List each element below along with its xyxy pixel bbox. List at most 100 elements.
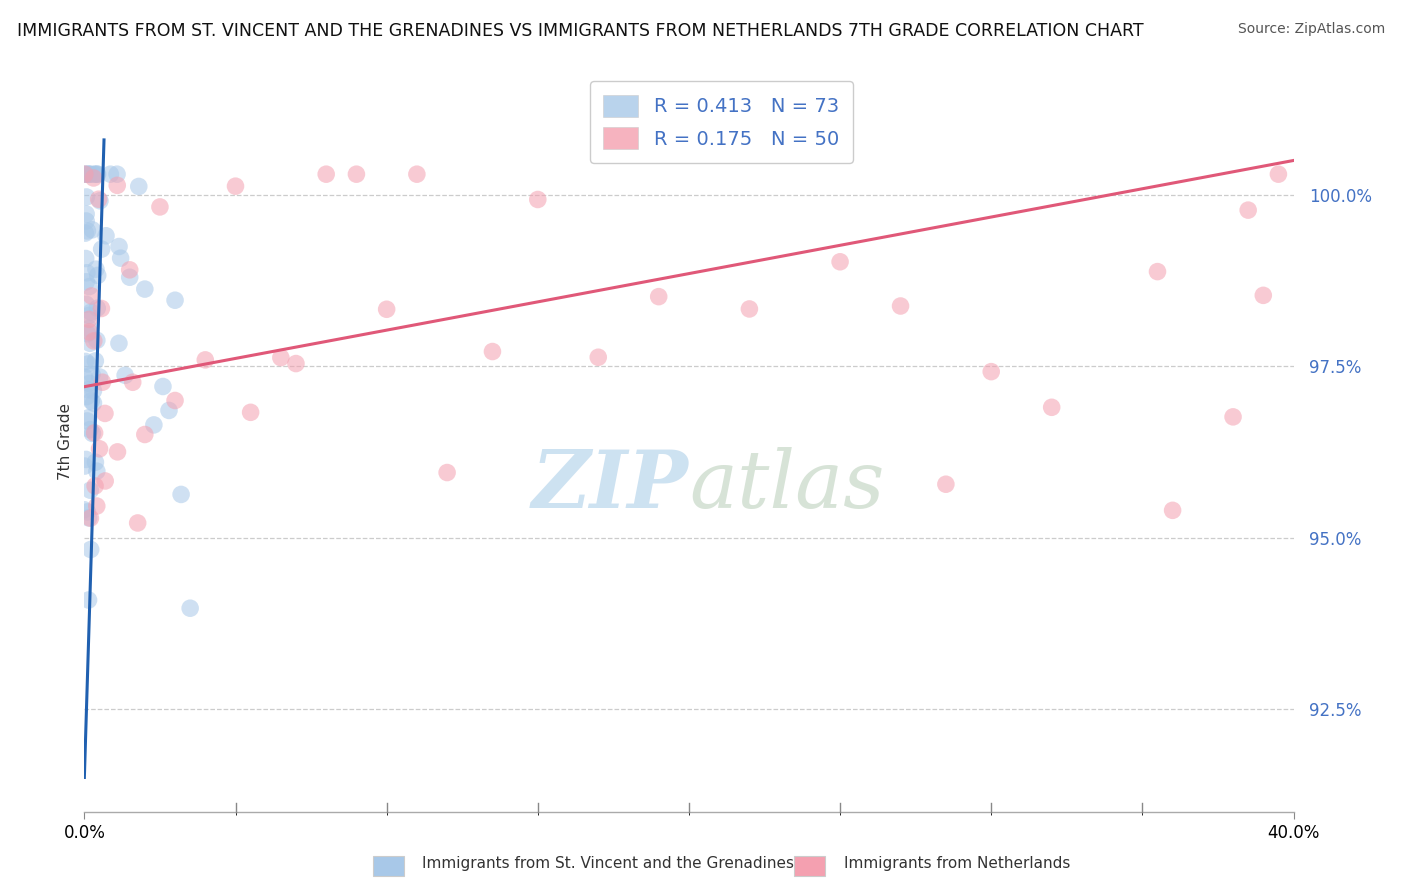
Text: Source: ZipAtlas.com: Source: ZipAtlas.com [1237,22,1385,37]
Point [79,423,101,437]
Point [127,516,149,530]
Point [86,499,108,513]
Point [75,214,97,228]
Point [84,354,107,368]
Point [86,464,108,478]
Point [75,190,97,204]
Point [83,425,105,440]
Point [94,228,117,243]
Point [194,352,217,367]
Point [121,376,143,390]
Point [77,321,100,335]
Point [75,452,97,467]
Point [76,390,98,404]
Point [94,406,117,420]
Point [76,505,98,519]
Text: atlas: atlas [689,447,884,524]
Point [1253,288,1275,302]
Point [73,370,96,384]
Point [86,333,108,347]
Point [87,192,110,206]
Point [77,357,100,371]
Y-axis label: 7th Grade: 7th Grade [58,403,73,480]
Point [142,417,165,432]
Point [346,167,368,181]
Point [1161,503,1184,517]
Point [1267,167,1289,181]
Point [107,445,129,459]
Point [118,270,141,285]
Point [76,266,98,280]
Point [76,326,98,341]
Point [375,302,398,317]
Point [73,458,96,473]
Point [118,263,141,277]
Point [270,351,292,365]
Point [149,200,172,214]
Point [108,336,131,351]
Point [157,403,180,417]
Legend: R = 0.413   N = 73, R = 0.175   N = 50: R = 0.413 N = 73, R = 0.175 N = 50 [591,81,853,163]
Point [79,376,101,391]
Point [79,167,101,181]
Point [79,325,101,339]
Point [79,511,101,525]
Point [165,293,187,308]
Point [128,179,150,194]
Point [86,167,108,181]
Point [75,354,97,368]
Point [82,426,104,441]
Point [406,167,429,181]
Point [75,207,97,221]
Point [134,427,156,442]
Point [84,262,107,277]
Point [114,368,136,383]
Point [82,396,104,410]
Point [1040,401,1063,415]
Point [890,299,912,313]
Point [105,167,128,181]
Point [80,368,103,382]
Point [77,312,100,326]
Point [84,479,107,493]
Point [77,383,100,397]
Point [75,275,97,289]
Text: Immigrants from Netherlands: Immigrants from Netherlands [844,856,1070,871]
Point [77,593,100,607]
Text: IMMIGRANTS FROM ST. VINCENT AND THE GRENADINES VS IMMIGRANTS FROM NETHERLANDS 7T: IMMIGRANTS FROM ST. VINCENT AND THE GREN… [17,22,1143,40]
Text: ZIP: ZIP [531,447,689,524]
Point [89,370,111,384]
Point [90,242,112,256]
Point [239,405,262,419]
Point [80,542,103,557]
Point [170,487,193,501]
Point [86,167,108,181]
Point [79,336,101,351]
Point [77,167,100,181]
Point [94,474,117,488]
Point [134,282,156,296]
Point [80,289,103,303]
Point [225,179,247,194]
Point [82,223,104,237]
Point [100,167,122,181]
Point [179,601,201,615]
Point [527,193,550,207]
Point [285,357,308,371]
Point [152,379,174,393]
Point [80,305,103,319]
Point [1146,264,1168,278]
Point [105,178,128,193]
Point [77,167,100,181]
Point [77,309,100,323]
Point [73,167,96,181]
Point [84,167,107,181]
Point [77,279,100,293]
Point [76,414,98,428]
Point [86,301,108,316]
Point [77,410,100,425]
Point [89,442,111,456]
Point [83,334,105,348]
Point [648,290,671,304]
Point [79,483,101,498]
